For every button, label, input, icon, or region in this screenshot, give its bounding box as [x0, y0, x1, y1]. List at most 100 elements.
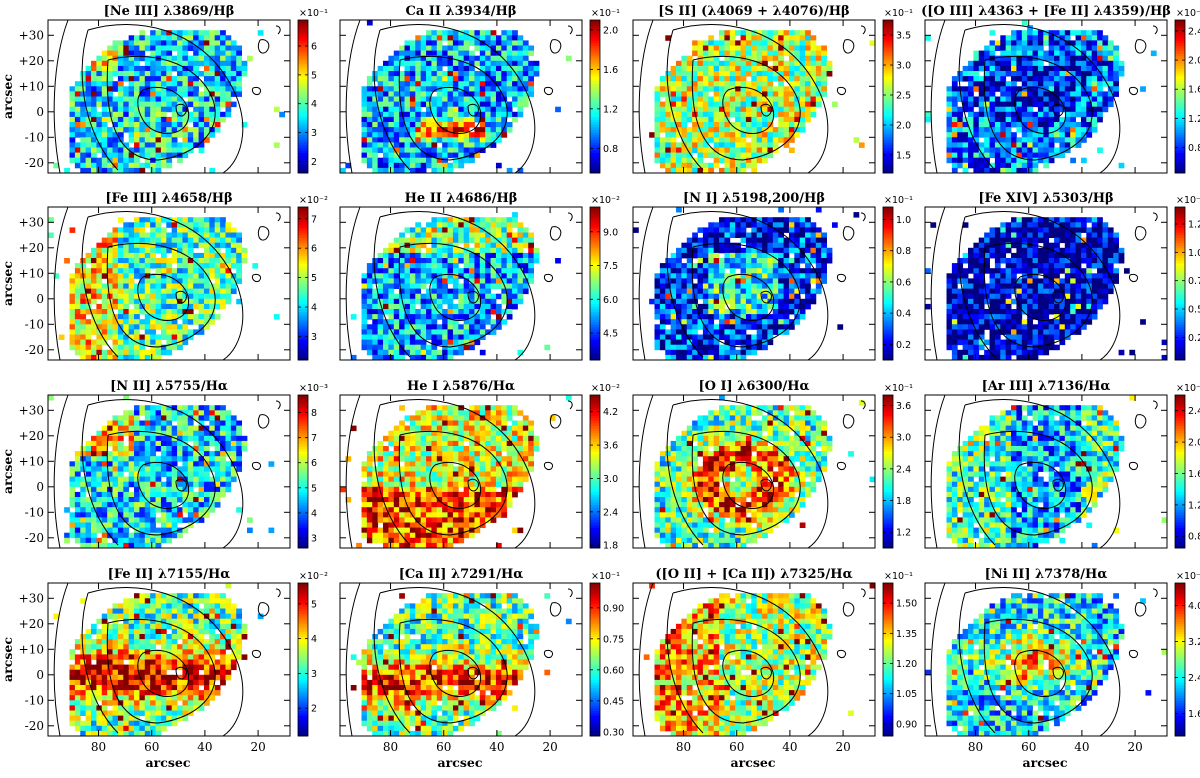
heatmap-cell [665, 81, 672, 87]
heatmap-cell [91, 86, 97, 92]
heatmap-cell [1097, 101, 1103, 108]
heatmap-cell [452, 252, 459, 259]
heatmap-cell [155, 227, 162, 233]
heatmap-cell [458, 162, 465, 169]
heatmap-cell [447, 339, 454, 346]
heatmap-cell [1113, 65, 1119, 72]
heatmap-cell [144, 45, 151, 51]
colorbar-tick-label: 1.2 [603, 104, 618, 115]
heatmap-cell [1064, 137, 1071, 143]
heatmap-cell [447, 142, 454, 148]
heatmap-cell [198, 283, 205, 289]
heatmap-cell [517, 283, 524, 289]
heatmap-cell [393, 65, 400, 72]
heatmap-cell [160, 142, 167, 148]
colorbar-segment [298, 83, 308, 87]
heatmap-cell [426, 268, 432, 274]
heatmap-cell [420, 349, 427, 356]
heatmap-cell [821, 60, 827, 67]
heatmap-cell [1054, 35, 1060, 41]
heatmap-cell [1000, 60, 1007, 67]
heatmap-cell [85, 122, 92, 128]
heatmap-cell [745, 45, 752, 51]
heatmap-cell [388, 65, 395, 72]
heatmap-cell [96, 288, 103, 295]
heatmap-cell [485, 45, 491, 51]
heatmap-cell [1021, 71, 1028, 77]
heatmap-cell [117, 157, 124, 164]
heatmap-cell [458, 147, 465, 153]
heatmap-cell [177, 65, 183, 72]
heatmap-cell [187, 71, 194, 77]
heatmap-cell [1032, 50, 1039, 57]
heatmap-cell [361, 339, 368, 346]
heatmap-cell [171, 247, 178, 254]
colorbar-segment [298, 60, 308, 64]
heatmap-cell [128, 293, 135, 300]
heatmap-cell [469, 278, 475, 284]
heatmap-cell [388, 137, 395, 143]
colorbar-segment [590, 250, 600, 254]
heatmap-cell [144, 137, 151, 143]
heatmap-cell [150, 354, 156, 361]
heatmap-cell [447, 324, 454, 330]
colorbar-segment [883, 20, 893, 23]
heatmap-cell [821, 81, 827, 87]
heatmap-cell [279, 111, 286, 118]
heatmap-cell [957, 96, 964, 102]
heatmap-cell [522, 278, 529, 284]
heatmap-cell [745, 127, 752, 133]
heatmap-cell [74, 132, 81, 138]
heatmap-cell [458, 137, 465, 143]
panel-title: He II λ4686/Hβ [405, 191, 518, 206]
heatmap-cell [198, 106, 205, 113]
heatmap-cell [1064, 127, 1071, 133]
heatmap-cell [431, 152, 438, 159]
heatmap-cell [74, 152, 81, 159]
heatmap-cell [117, 354, 124, 361]
heatmap-cell [107, 147, 113, 153]
heatmap-cell [783, 45, 790, 51]
heatmap-cell [501, 35, 508, 41]
heatmap-cell [745, 122, 752, 128]
heatmap-cell [436, 106, 443, 113]
heatmap-cell [225, 232, 232, 238]
heatmap-cell [128, 237, 135, 244]
heatmap-cell [112, 237, 119, 244]
colorbar-segment [1175, 68, 1185, 72]
heatmap-cell [1037, 71, 1044, 77]
colorbar-segment [298, 91, 308, 95]
heatmap-cell [415, 96, 422, 102]
heatmap-cell [220, 111, 226, 118]
heatmap-cell [96, 268, 103, 274]
heatmap-cell [155, 147, 162, 153]
heatmap-cell [458, 298, 465, 305]
heatmap-cell [724, 162, 731, 169]
heatmap-cell [697, 65, 704, 72]
heatmap-cell [772, 50, 779, 57]
heatmap-cell [388, 116, 395, 123]
heatmap-cell [479, 242, 486, 249]
heatmap-cell [431, 162, 438, 169]
heatmap-cell [117, 217, 124, 223]
heatmap-cell [1086, 122, 1093, 128]
heatmap-cell [762, 65, 768, 72]
heatmap-cell [404, 344, 411, 351]
heatmap-cell [447, 96, 454, 102]
heatmap-cell [404, 152, 411, 159]
heatmap-cell [517, 45, 524, 51]
heatmap-cell [729, 96, 736, 102]
heatmap-cell [150, 96, 156, 102]
heatmap-cell [1097, 45, 1103, 51]
colorbar-segment [298, 326, 308, 330]
heatmap-cell [166, 96, 173, 102]
colorbar-segment [590, 207, 600, 210]
heatmap-cell [973, 60, 980, 67]
heatmap-cell [187, 76, 194, 82]
heatmap-cell [107, 334, 113, 340]
heatmap-cell [187, 65, 194, 72]
heatmap-cell [117, 247, 124, 254]
heatmap-cell [799, 50, 806, 57]
heatmap-cell [1070, 157, 1076, 164]
